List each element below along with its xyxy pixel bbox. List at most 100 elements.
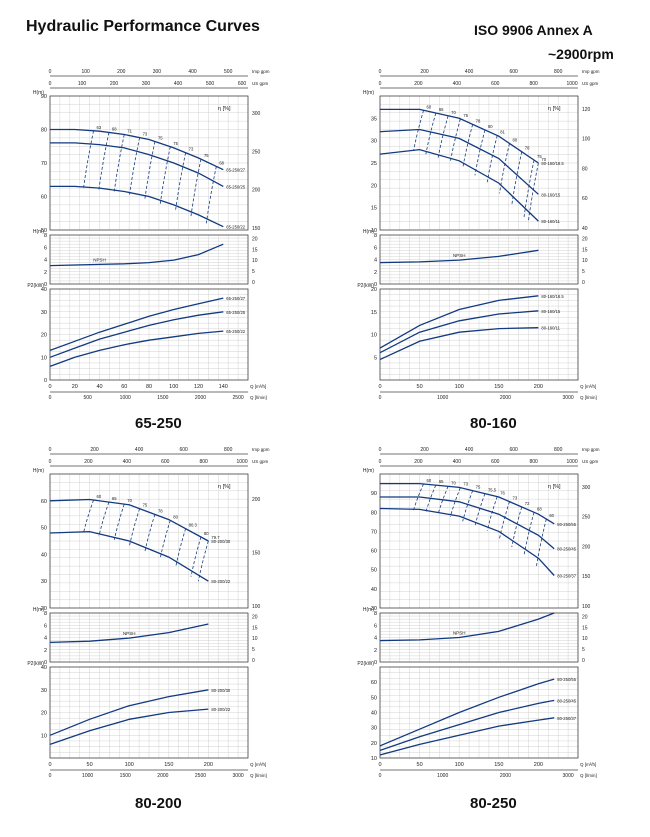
- npsh-axis-label: H(m): [33, 607, 44, 613]
- impgpm-tick-label: 600: [509, 69, 518, 75]
- usgpm-axis-label: US gpm: [252, 81, 269, 86]
- impgpm-tick-label: 500: [224, 69, 233, 75]
- q-lmin-axis-label: Q [l/min]: [250, 773, 267, 778]
- impgpm-tick-label: 0: [379, 447, 382, 453]
- npsh-curve: [49, 243, 224, 267]
- head-ft-tick-label: 300: [252, 111, 261, 117]
- head-axis-label: H(m): [33, 90, 44, 96]
- impgpm-axis-label: Imp gpm: [582, 447, 600, 452]
- usgpm-tick-label: 600: [491, 81, 500, 87]
- head-series-label: 80-250/55: [557, 522, 577, 527]
- q-lmin-tick-label: 0: [379, 395, 382, 401]
- npsh-ft-tick-label: 15: [252, 247, 258, 253]
- efficiency-contour: [462, 490, 474, 522]
- npsh-axis-label: H(m): [363, 229, 374, 235]
- head-curve: [379, 128, 539, 195]
- efficiency-contour: [413, 483, 424, 511]
- npsh-tick-label: 4: [374, 258, 377, 264]
- efficiency-contour: [437, 486, 449, 515]
- usgpm-tick-label: 1000: [566, 459, 577, 465]
- head-ft-tick-label: 150: [582, 574, 591, 580]
- head-ft-tick-label: 150: [252, 550, 261, 556]
- head-series-label: 80-160/11: [541, 219, 560, 224]
- efficiency-value: 60: [427, 478, 432, 483]
- efficiency-contour: [523, 512, 535, 556]
- usgpm-tick-label: 400: [123, 459, 132, 465]
- power-tick-label: 10: [371, 756, 377, 762]
- power-tick-label: 0: [44, 378, 47, 384]
- npsh-tick-label: 6: [44, 245, 47, 251]
- q-m3h-tick-label: 200: [534, 762, 543, 768]
- q-lmin-tick-label: 500: [83, 395, 92, 401]
- q-lmin-axis-label: Q [l/min]: [580, 773, 597, 778]
- q-lmin-tick-label: 0: [379, 773, 382, 779]
- power-frame: [49, 288, 249, 381]
- impgpm-tick-label: 800: [554, 69, 563, 75]
- impgpm-tick-label: 800: [554, 447, 563, 453]
- npsh-label: NPSH: [453, 253, 466, 258]
- head-ft-tick-label: 60: [582, 196, 588, 202]
- head-frame: [379, 473, 579, 609]
- power-tick-label: 40: [41, 287, 47, 293]
- head-tick-label: 30: [41, 579, 47, 585]
- efficiency-contour: [159, 146, 171, 204]
- impgpm-tick-label: 400: [465, 69, 474, 75]
- npsh-tick-label: 0: [44, 282, 47, 288]
- power-curve: [379, 699, 555, 752]
- efficiency-contour: [437, 115, 449, 158]
- power-series-label: 65-250/25: [226, 310, 246, 315]
- head-curve: [379, 148, 539, 222]
- usgpm-tick-label: 0: [49, 81, 52, 87]
- power-curve: [49, 297, 224, 352]
- efficiency-label: η [%]: [548, 484, 561, 490]
- npsh-tick-label: 2: [374, 648, 377, 654]
- head-curve: [380, 482, 555, 525]
- efficiency-label: η [%]: [548, 106, 561, 112]
- q-m3h-tick-label: 100: [125, 762, 134, 768]
- power-series-label: 80-250/45: [557, 698, 577, 703]
- usgpm-tick-label: 0: [379, 81, 382, 87]
- head-curve: [49, 498, 209, 542]
- npsh-ft-tick-label: 0: [252, 658, 255, 664]
- head-ft-tick-label: 200: [252, 497, 261, 503]
- impgpm-tick-label: 300: [153, 69, 162, 75]
- efficiency-label: η [%]: [218, 106, 231, 112]
- page-title: Hydraulic Performance Curves: [26, 18, 260, 35]
- efficiency-contour: [129, 137, 140, 195]
- usgpm-tick-label: 100: [78, 81, 87, 87]
- q-m3h-tick-label: 150: [164, 762, 173, 768]
- power-curve: [379, 717, 555, 756]
- efficiency-contour: [528, 162, 539, 222]
- speed-label: ~2900rpm: [548, 46, 614, 62]
- npsh-ft-tick-label: 10: [582, 258, 588, 264]
- efficiency-contour: [499, 501, 510, 539]
- efficiency-contour: [190, 536, 202, 577]
- usgpm-tick-label: 400: [453, 81, 462, 87]
- model-label-80-160: 80-160: [470, 415, 517, 432]
- power-tick-label: 40: [371, 711, 377, 717]
- head-tick-label: 25: [371, 161, 377, 167]
- head-tick-label: 50: [41, 228, 47, 234]
- usgpm-axis-label: US gpm: [582, 81, 599, 86]
- efficiency-value: 80: [204, 531, 209, 536]
- q-lmin-tick-label: 2500: [233, 395, 244, 401]
- head-curve: [50, 185, 224, 228]
- npsh-ft-tick-label: 10: [252, 258, 258, 264]
- head-tick-label: 15: [371, 206, 377, 212]
- usgpm-tick-label: 1000: [566, 81, 577, 87]
- head-tick-label: 30: [371, 139, 377, 145]
- usgpm-axis-label: US gpm: [582, 459, 599, 464]
- q-lmin-tick-label: 3000: [563, 773, 574, 779]
- efficiency-value: 65: [112, 496, 117, 501]
- q-lmin-tick-label: 1000: [82, 773, 93, 779]
- npsh-frame: [49, 234, 249, 285]
- npsh-tick-label: 6: [374, 245, 377, 251]
- efficiency-value: 75: [158, 136, 163, 141]
- head-curve: [50, 128, 224, 171]
- power-series-label: 80-160/11: [541, 326, 560, 331]
- power-axis-label: P2(kW): [357, 283, 374, 289]
- npsh-ft-tick-label: 0: [252, 280, 255, 286]
- impgpm-tick-label: 200: [420, 69, 429, 75]
